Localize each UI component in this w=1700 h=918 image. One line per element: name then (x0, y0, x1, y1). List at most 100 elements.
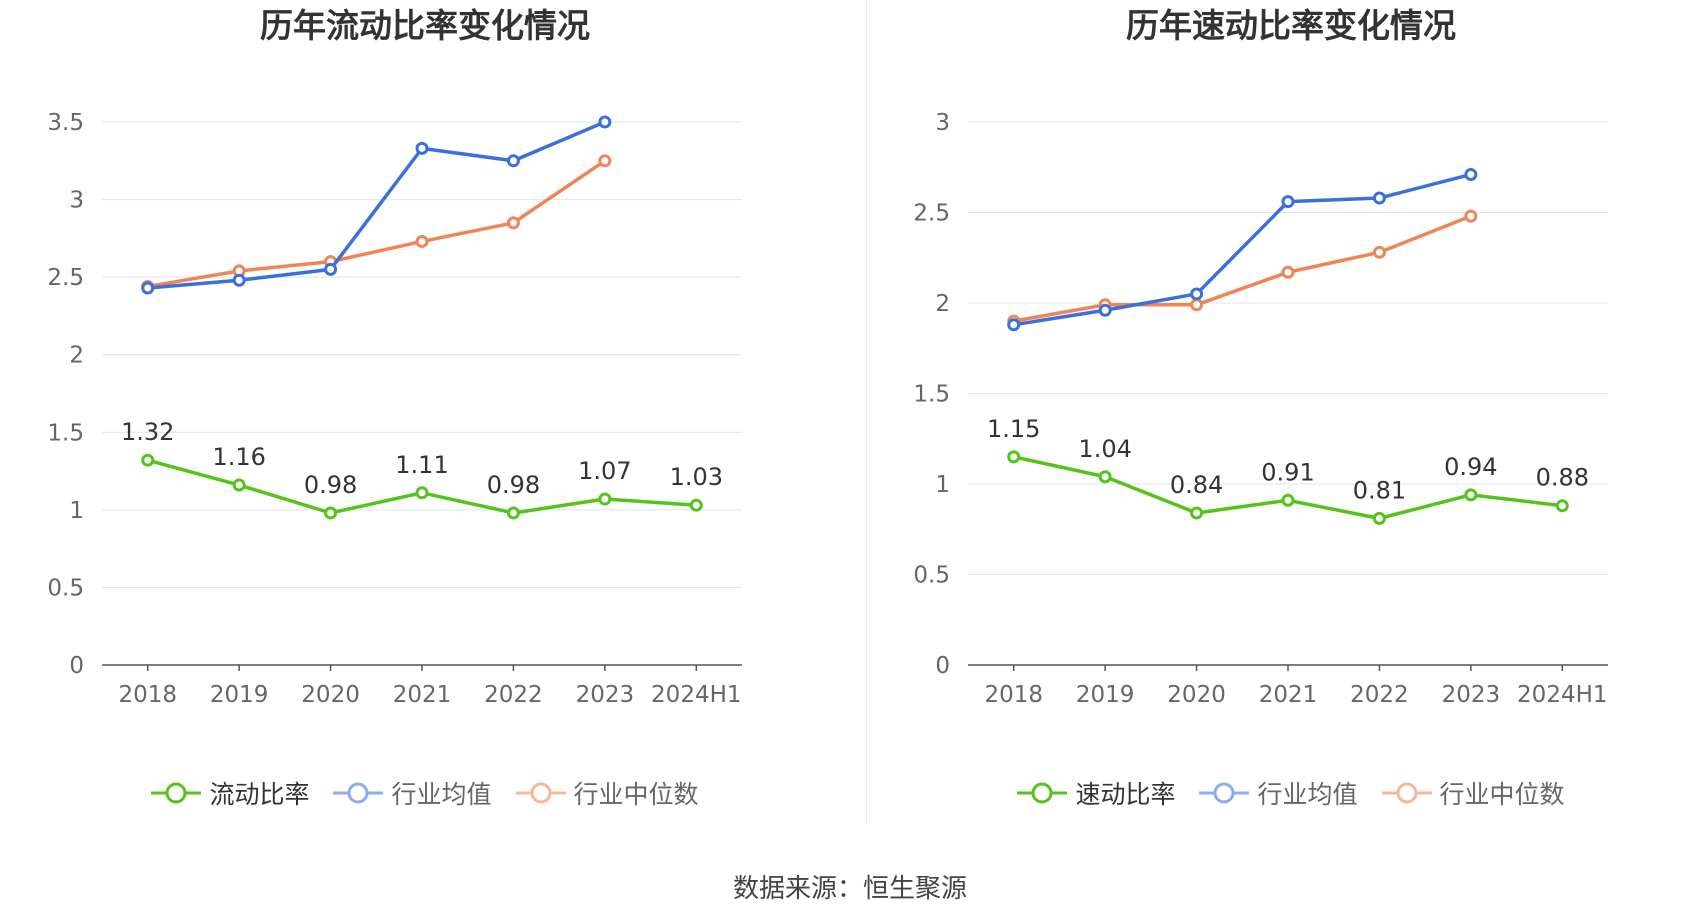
legend-label: 速动比率 (1075, 780, 1176, 809)
y-tick-label: 3 (69, 188, 84, 214)
y-tick-label: 1.5 (913, 382, 950, 408)
data-point-avg[interactable] (232, 273, 246, 287)
data-point-avg[interactable] (1464, 167, 1478, 181)
data-point-median[interactable] (506, 216, 520, 230)
legend-line-marker-icon (333, 782, 384, 804)
data-point-main[interactable] (141, 453, 155, 467)
x-tick-label: 2020 (301, 682, 360, 708)
data-point-avg[interactable] (324, 262, 338, 276)
x-tick-label: 2023 (576, 682, 635, 708)
data-point-median[interactable] (598, 154, 612, 168)
data-point-main[interactable] (598, 492, 612, 506)
legend: 流动比率 行业均值 行业中位数 (0, 775, 850, 811)
data-point-avg[interactable] (141, 281, 155, 295)
data-label: 1.04 (1078, 435, 1131, 463)
legend-item-current-ratio[interactable]: 流动比率 (151, 775, 309, 811)
data-label: 1.16 (212, 443, 265, 471)
series-line-avg (1013, 172, 1472, 327)
y-tick-label: 0.5 (47, 575, 84, 601)
data-label: 1.11 (395, 451, 448, 479)
data-point-avg[interactable] (415, 141, 429, 155)
data-point-main[interactable] (506, 506, 520, 520)
data-point-median[interactable] (415, 234, 429, 248)
legend-line-marker-icon (151, 782, 202, 804)
legend-label: 行业均值 (391, 780, 492, 809)
data-label: 1.07 (578, 457, 631, 485)
x-tick-label: 2022 (1350, 682, 1409, 708)
data-point-main[interactable] (1372, 511, 1386, 525)
data-point-main[interactable] (415, 486, 429, 500)
data-point-main[interactable] (1007, 450, 1021, 464)
data-label: 0.94 (1444, 453, 1497, 481)
x-tick-label: 2021 (1259, 682, 1318, 708)
data-point-main[interactable] (324, 506, 338, 520)
y-tick-label: 2 (69, 343, 84, 369)
y-tick-label: 1 (935, 472, 950, 498)
panel-divider (866, 0, 867, 825)
series-line-median (1013, 214, 1472, 323)
data-point-median[interactable] (1190, 298, 1204, 312)
y-tick-label: 0 (935, 653, 950, 679)
data-point-main[interactable] (1464, 488, 1478, 502)
data-point-avg[interactable] (1007, 318, 1021, 332)
data-label: 0.98 (487, 471, 540, 499)
data-point-main[interactable] (1281, 493, 1295, 507)
series-line-median (147, 159, 606, 289)
chart-title: 历年流动比率变化情况 (260, 6, 590, 45)
legend-item-industry-median[interactable]: 行业中位数 (1381, 775, 1565, 811)
data-label: 1.03 (670, 463, 723, 491)
y-tick-label: 0 (69, 653, 84, 679)
chart-panel-current-ratio: 历年流动比率变化情况 0 0.5 1 1.5 2 2.5 3 3.5 2018 2019 2020 2… (0, 0, 850, 830)
data-label: 0.98 (304, 471, 357, 499)
data-point-main[interactable] (232, 478, 246, 492)
x-tick-label: 2023 (1442, 682, 1501, 708)
legend-item-quick-ratio[interactable]: 速动比率 (1017, 775, 1175, 811)
data-point-avg[interactable] (506, 154, 520, 168)
data-point-main[interactable] (689, 498, 703, 512)
data-point-main[interactable] (1555, 499, 1569, 513)
y-tick-label: 2 (935, 291, 950, 317)
data-point-median[interactable] (1372, 245, 1386, 259)
data-source-note: 数据来源：恒生聚源 (732, 874, 967, 904)
data-label: 0.81 (1353, 476, 1406, 504)
data-point-avg[interactable] (1190, 287, 1204, 301)
data-point-avg[interactable] (1281, 195, 1295, 209)
data-point-main[interactable] (1190, 506, 1204, 520)
line-chart-quick-ratio: 0 0.5 1 1.5 2 2.5 3 2018 2019 2020 2021 2022 2023 202… (913, 110, 1608, 708)
chart-title: 历年速动比率变化情况 (1126, 6, 1456, 45)
series-line-avg (147, 120, 606, 290)
y-tick-label: 3 (935, 110, 950, 136)
y-tick-label: 1 (69, 498, 84, 524)
legend-item-industry-median[interactable]: 行业中位数 (515, 775, 699, 811)
legend-line-marker-icon (1381, 782, 1432, 804)
x-tick-label: 2024H1 (651, 682, 741, 708)
data-label: 0.91 (1261, 458, 1314, 486)
data-label: 1.15 (987, 415, 1040, 443)
legend-item-industry-average[interactable]: 行业均值 (1199, 775, 1358, 811)
legend-label: 行业中位数 (1439, 780, 1565, 809)
data-point-median[interactable] (1464, 209, 1478, 223)
data-label: 0.84 (1170, 471, 1223, 499)
legend: 速动比率 行业均值 行业中位数 (866, 775, 1700, 811)
x-tick-label: 2021 (393, 682, 452, 708)
y-tick-label: 2.5 (913, 201, 950, 227)
x-tick-label: 2024H1 (1517, 682, 1607, 708)
data-label: 0.88 (1536, 464, 1589, 492)
chart-panel-quick-ratio: 历年速动比率变化情况 0 0.5 1 1.5 2 2.5 3 2018 2019 2020 2021… (866, 0, 1700, 830)
x-tick-label: 2022 (484, 682, 543, 708)
data-point-avg[interactable] (598, 115, 612, 129)
legend-line-marker-icon (1199, 782, 1250, 804)
legend-label: 行业中位数 (573, 780, 699, 809)
legend-line-marker-icon (1017, 782, 1068, 804)
legend-item-industry-average[interactable]: 行业均值 (333, 775, 492, 811)
data-point-avg[interactable] (1098, 303, 1112, 317)
x-tick-label: 2018 (118, 682, 177, 708)
line-chart-current-ratio: 0 0.5 1 1.5 2 2.5 3 3.5 2018 2019 2020 2021 2022 2023… (47, 110, 742, 708)
data-point-main[interactable] (1098, 470, 1112, 484)
data-point-median[interactable] (1281, 265, 1295, 279)
x-tick-label: 2019 (210, 682, 269, 708)
data-label: 1.32 (121, 418, 174, 446)
legend-label: 行业均值 (1257, 780, 1358, 809)
legend-line-marker-icon (515, 782, 566, 804)
data-point-avg[interactable] (1372, 191, 1386, 205)
